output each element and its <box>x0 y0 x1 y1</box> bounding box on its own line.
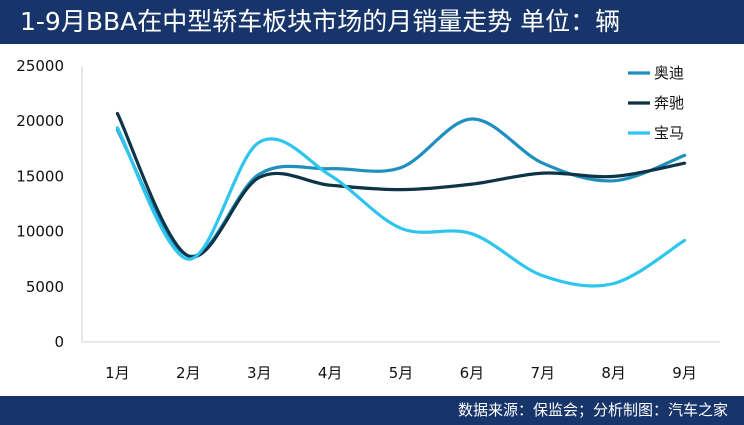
y-tick-label: 15000 <box>16 167 64 185</box>
line-chart: 0 5000 10000 15000 20000 25000 1月 2月 3月 4月 5月 6月 7月 8… <box>16 57 720 382</box>
source-note: 数据来源：保监会；分析制图：汽车之家 <box>457 401 728 419</box>
y-tick-label: 0 <box>54 333 64 351</box>
legend-label: 奔驰 <box>654 94 684 112</box>
y-tick-label: 10000 <box>16 223 64 241</box>
x-tick-label: 5月 <box>389 364 414 382</box>
legend-label: 奥迪 <box>654 64 684 82</box>
x-tick-label: 7月 <box>531 364 556 382</box>
y-tick-label: 20000 <box>16 112 64 130</box>
x-tick-label: 6月 <box>460 364 485 382</box>
series-lines <box>115 111 687 288</box>
chart-title: 1-9月BBA在中型轿车板块市场的月销量走势 单位：辆 <box>20 7 621 36</box>
series-line-0 <box>115 117 687 258</box>
x-tick-label: 9月 <box>672 364 697 382</box>
y-tick-label: 25000 <box>16 57 64 75</box>
y-tick-label: 5000 <box>26 278 64 296</box>
source-bar: 数据来源：保监会；分析制图：汽车之家 <box>0 396 744 425</box>
series-line-2 <box>115 126 687 288</box>
x-tick-label: 3月 <box>247 364 272 382</box>
x-tick-label: 8月 <box>601 364 626 382</box>
x-tick-label: 4月 <box>318 364 343 382</box>
legend-label: 宝马 <box>654 124 684 142</box>
x-tick-label: 1月 <box>105 364 130 382</box>
x-tick-label: 2月 <box>176 364 201 382</box>
title-bar: 1-9月BBA在中型轿车板块市场的月销量走势 单位：辆 <box>0 0 744 44</box>
axes: 0 5000 10000 15000 20000 25000 1月 2月 3月 4月 5月 6月 7月 8… <box>16 57 720 382</box>
series-line-1 <box>115 111 687 259</box>
